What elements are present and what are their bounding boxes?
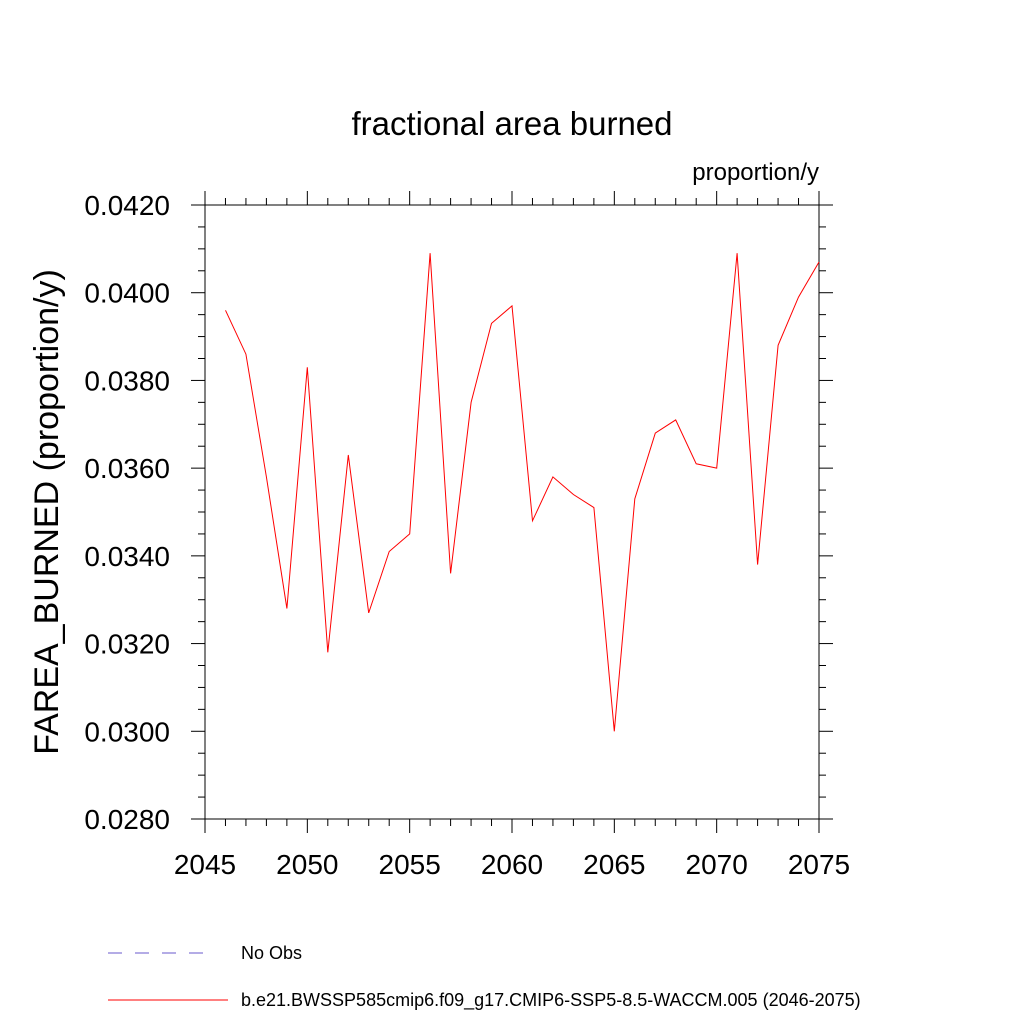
series-line [225,253,820,732]
y-tick-label: 0.0380 [84,365,170,396]
y-tick-label: 0.0400 [84,278,170,309]
y-tick-label: 0.0340 [84,541,170,572]
y-tick-labels: 0.0280 0.0300 0.0320 0.0340 0.0360 0.0380 0.04… [84,190,170,835]
legend-label-series: b.e21.BWSSP585cmip6.f09_g17.CMIP6-SSP5-8… [241,990,861,1011]
chart-title: fractional area burned [351,105,672,142]
y-tick-label: 0.0300 [84,716,170,747]
x-tick-label: 2060 [481,849,543,880]
series-layer [225,253,820,732]
x-tick-label: 2055 [379,849,441,880]
x-tick-label: 2065 [583,849,645,880]
plot-frame [204,204,820,820]
x-tick-label: 2050 [276,849,338,880]
y-tick-label: 0.0420 [84,190,170,221]
legend-label-no-obs: No Obs [241,943,302,963]
x-tick-labels: 2045 2050 2055 2060 2065 2070 2075 [174,849,850,880]
legend: No Obs b.e21.BWSSP585cmip6.f09_g17.CMIP6… [108,943,861,1011]
chart-units: proportion/y [692,159,819,186]
y-tick-label: 0.0280 [84,804,170,835]
x-tick-label: 2075 [788,849,850,880]
y-tick-label: 0.0320 [84,629,170,660]
y-axis-label: FAREA_BURNED (proportion/y) [28,269,66,755]
axis-ticks [191,191,833,833]
y-tick-label: 0.0360 [84,453,170,484]
x-tick-label: 2045 [174,849,236,880]
x-tick-label: 2070 [686,849,748,880]
